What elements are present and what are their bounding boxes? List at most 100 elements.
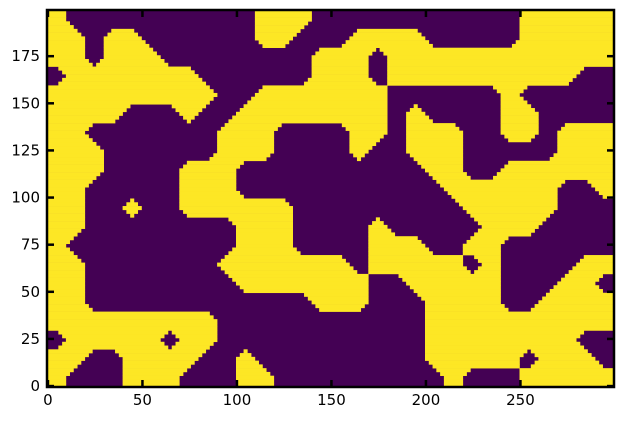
heatmap-cell xyxy=(47,104,131,109)
heatmap-cell xyxy=(228,273,369,278)
heatmap-cell xyxy=(236,236,293,241)
heatmap-cell xyxy=(519,383,615,388)
heatmap-cell xyxy=(496,89,524,94)
heatmap-cell xyxy=(387,62,615,67)
heatmap-cell xyxy=(579,258,615,263)
heatmap-cell xyxy=(500,168,615,173)
heatmap-cell xyxy=(47,296,86,301)
heatmap-cell xyxy=(47,51,86,56)
heatmap-cell xyxy=(179,194,244,199)
heatmap-cell xyxy=(232,221,293,226)
x-tick-label: 0 xyxy=(43,391,53,409)
heatmap-cell xyxy=(254,25,305,30)
heatmap-cell xyxy=(462,243,501,248)
heatmap-cell xyxy=(349,130,388,135)
heatmap-cell xyxy=(304,292,369,297)
heatmap-cell xyxy=(47,202,86,207)
heatmap-cell xyxy=(481,262,501,267)
heatmap-cell xyxy=(356,28,418,33)
heatmap-cell xyxy=(239,108,388,113)
heatmap-cell xyxy=(47,360,82,365)
heatmap-cell xyxy=(228,217,293,222)
heatmap-cell xyxy=(319,307,362,312)
heatmap-cell xyxy=(315,304,365,309)
heatmap-cell xyxy=(217,149,275,154)
heatmap-cell xyxy=(47,21,70,26)
heatmap-cell xyxy=(477,228,535,233)
heatmap-cell xyxy=(47,322,218,327)
heatmap-cell xyxy=(368,251,433,256)
heatmap-cell xyxy=(474,255,501,260)
heatmap-cell xyxy=(103,47,154,52)
heatmap-cell xyxy=(236,375,275,380)
heatmap-cell xyxy=(47,379,67,384)
heatmap-cell xyxy=(462,206,558,211)
heatmap-cell xyxy=(47,194,86,199)
heatmap-cell xyxy=(186,213,293,218)
heatmap-cell xyxy=(62,334,165,339)
heatmap-cell xyxy=(47,47,86,52)
heatmap-cell xyxy=(47,175,97,180)
heatmap-cell xyxy=(47,217,86,222)
x-axis-tick-labels: 0 50 100 150 200 250 xyxy=(43,391,535,409)
heatmap-cell xyxy=(47,28,78,33)
heatmap-cell xyxy=(58,345,169,350)
heatmap-cell xyxy=(519,32,615,37)
heatmap-cell xyxy=(58,66,191,71)
heatmap-cell xyxy=(534,304,615,309)
heatmap-cell xyxy=(368,262,464,267)
heatmap-cell xyxy=(425,300,501,305)
heatmap-cell xyxy=(175,334,218,339)
heatmap-cell xyxy=(406,119,433,124)
heatmap-cell xyxy=(425,168,464,173)
heatmap-cell xyxy=(557,141,615,147)
heatmap-cell xyxy=(455,198,558,203)
heatmap-cell xyxy=(47,221,86,226)
heatmap-cell xyxy=(247,100,388,105)
heatmap-cell xyxy=(557,145,615,150)
heatmap-cell xyxy=(387,70,581,75)
heatmap-cell xyxy=(538,300,615,305)
heatmap-cell xyxy=(500,115,539,120)
heatmap-cell xyxy=(236,360,259,365)
heatmap-cell xyxy=(425,341,581,346)
heatmap-cell xyxy=(47,326,218,331)
heatmap-cell xyxy=(47,115,120,120)
heatmap-cell xyxy=(500,126,539,131)
heatmap-cell xyxy=(220,258,346,263)
y-tick-label: 125 xyxy=(11,141,40,159)
heatmap-cell xyxy=(443,379,464,384)
heatmap-cell xyxy=(47,92,218,98)
heatmap-cell xyxy=(236,368,267,373)
heatmap-cell xyxy=(254,32,297,37)
heatmap-cell xyxy=(47,239,70,245)
heatmap-cell xyxy=(232,247,297,252)
heatmap-cell xyxy=(47,43,86,48)
heatmap-cell xyxy=(47,36,86,41)
heatmap-cell xyxy=(406,115,430,120)
heatmap-cell xyxy=(425,337,577,343)
heatmap-cell xyxy=(107,32,139,37)
heatmap-cell xyxy=(311,62,369,67)
x-tick-label: 250 xyxy=(506,391,535,409)
heatmap-cell xyxy=(47,270,86,275)
heatmap-cell xyxy=(47,262,86,267)
y-tick-label: 100 xyxy=(11,189,40,207)
heatmap-cell xyxy=(470,213,551,218)
heatmap-cell xyxy=(47,59,89,64)
heatmap-cell xyxy=(47,89,214,94)
heatmap-cell xyxy=(254,17,312,22)
heatmap-cell xyxy=(118,353,203,358)
heatmap-cell xyxy=(47,255,78,260)
x-tick-label: 50 xyxy=(133,391,152,409)
heatmap-cell xyxy=(345,40,430,45)
y-axis-tick-labels: 0 25 50 75 100 125 150 175 xyxy=(11,47,40,395)
heatmap-cell xyxy=(103,43,150,48)
heatmap-cell xyxy=(47,356,86,361)
heatmap-cell xyxy=(447,190,558,196)
heatmap-cell xyxy=(262,85,388,90)
heatmap-cell xyxy=(179,187,237,192)
heatmap-cell xyxy=(47,149,104,154)
heatmap-cell xyxy=(406,111,426,116)
heatmap-cell xyxy=(443,187,558,192)
